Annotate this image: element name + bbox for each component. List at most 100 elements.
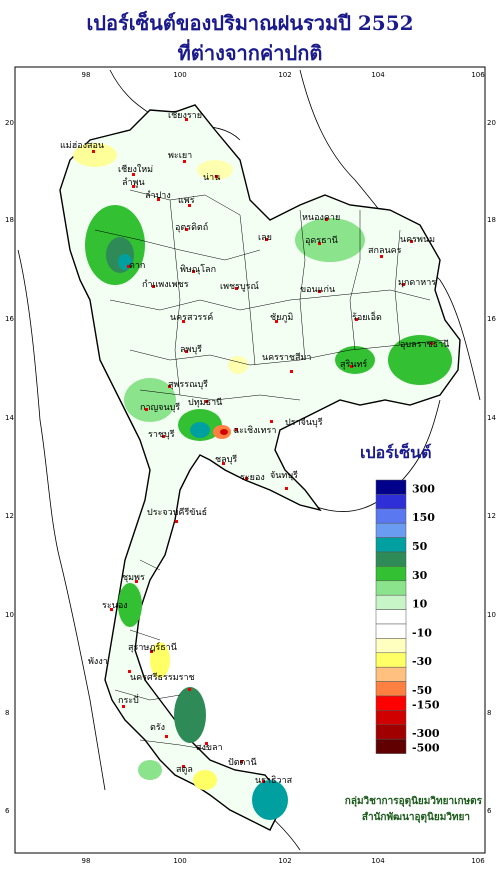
credit-line-2: สำนักพัฒนาอุตุนิยมวิทยา — [362, 811, 470, 823]
station-marker — [185, 118, 188, 121]
legend-swatch — [375, 710, 407, 726]
x-tick-102-bottom: 102 — [278, 857, 291, 865]
station-marker — [128, 670, 131, 673]
legend-swatch — [375, 609, 407, 625]
place-chanthaburi: จันทบุรี — [270, 470, 298, 490]
place-nong-khai: หนองคาย — [302, 213, 340, 223]
station-marker — [185, 350, 188, 353]
x-tick-98-top: 98 — [82, 71, 91, 79]
place-lopburi: ลพบุรี — [180, 344, 202, 355]
place-label: จันทบุรี — [270, 470, 298, 481]
place-loei: เลย — [258, 233, 272, 243]
place-label: อุตรดิตถ์ — [175, 221, 208, 233]
place-nakhon-ratchasima: นครราชสีมา — [262, 352, 311, 373]
place-narathiwat: นราธิวาส — [255, 775, 293, 786]
x-tick-106-top: 106 — [471, 71, 485, 79]
place-kanchanaburi: กาญจนบุรี — [140, 402, 180, 413]
legend-label: -10 — [412, 626, 432, 639]
legend-swatch — [375, 580, 407, 596]
station-marker — [110, 608, 113, 611]
legend-label: 150 — [412, 511, 435, 524]
place-chaiyaphum: ชัยภูมิ — [270, 312, 293, 323]
station-marker — [127, 265, 130, 268]
place-ranong: ระนอง — [102, 601, 128, 611]
place-label: ชัยภูมิ — [270, 312, 293, 323]
place-label: เลย — [258, 233, 272, 243]
x-tick-104-top: 104 — [371, 71, 385, 79]
place-label: ร้อยเอ็ด — [352, 310, 382, 323]
place-mukdahan: มุกดาหาร — [398, 278, 436, 288]
station-marker — [205, 742, 208, 745]
legend-label: -150 — [412, 698, 440, 711]
place-label: เชียงราย — [168, 110, 202, 121]
y-tick-18-right: 18 — [487, 216, 496, 224]
y-tick-6-right: 6 — [487, 807, 492, 815]
legend-swatch — [375, 508, 407, 524]
y-tick-8-left: 8 — [5, 709, 9, 717]
place-label: นครศรีธรรมราช — [130, 672, 195, 683]
legend-swatch — [375, 638, 407, 654]
place-kamphaeng-phet: กำแพงเพชร — [142, 279, 189, 290]
map-title-line-2: ที่ต่างจากค่าปกติ — [177, 41, 323, 65]
place-krabi: กระบี่ — [118, 693, 139, 708]
place-label: นครราชสีมา — [262, 352, 311, 363]
station-marker — [262, 780, 265, 783]
legend-swatch — [375, 551, 407, 567]
legend-swatch — [375, 537, 407, 553]
place-tak: ตาก — [127, 261, 145, 271]
place-label: ชลบุรี — [215, 454, 237, 465]
legend-swatch — [375, 594, 407, 610]
place-label: สุพรรณบุรี — [168, 379, 208, 390]
station-marker — [235, 428, 238, 431]
thailand-outline — [59, 104, 461, 831]
station-marker — [185, 228, 188, 231]
place-label: ลพบุรี — [180, 344, 202, 355]
legend-label: 50 — [412, 540, 428, 553]
place-pathum-thani: ปทุมธานี — [188, 397, 222, 408]
place-suphan-buri: สุพรรณบุรี — [168, 379, 208, 390]
map-title-line-1: เปอร์เซ็นต์ของปริมาณฝนรวมปี 2552 — [86, 11, 414, 35]
station-marker — [355, 318, 358, 321]
y-tick-14-left: 14 — [5, 414, 14, 422]
station-marker — [132, 185, 135, 188]
place-nakhon-phanom: นครพนม — [400, 235, 435, 245]
place-songkhla: สงขลา — [196, 742, 223, 753]
place-label: หนองคาย — [302, 213, 340, 223]
place-trang: ตรัง — [150, 723, 168, 738]
place-prachin-buri: ปราจีนบุรี — [270, 417, 323, 428]
place-label: อุดรธานี — [305, 235, 338, 246]
station-marker — [235, 287, 238, 290]
place-label: พะเยา — [168, 151, 192, 161]
station-marker — [402, 283, 405, 286]
place-satun: สตูล — [176, 765, 193, 775]
place-label: นครพนม — [400, 235, 435, 245]
y-tick-10-left: 10 — [5, 611, 14, 619]
place-rayong: ระยอง — [240, 473, 265, 483]
legend-swatch — [375, 479, 407, 495]
place-label: พิษณุโลก — [180, 264, 216, 275]
station-marker — [222, 462, 225, 465]
y-tick-20-left: 20 — [5, 119, 14, 127]
place-label: สุรินทร์ — [340, 358, 367, 370]
place-label: แม่ฮ่องสอน — [60, 141, 104, 151]
y-axis-right: 20 18 16 14 12 10 8 6 — [487, 119, 496, 815]
place-label: ขอนแก่น — [300, 285, 335, 295]
place-sakon-nakhon: สกลนคร — [368, 246, 402, 258]
place-label: ฉะเชิงเทรา — [233, 425, 276, 436]
credit-line-1: กลุ่มวิชาการอุตุนิยมวิทยาเกษตร — [345, 795, 483, 807]
station-marker — [285, 487, 288, 490]
place-label: นราธิวาส — [255, 775, 293, 786]
x-tick-106-bottom: 106 — [471, 857, 485, 865]
place-label: ระยอง — [240, 473, 265, 483]
legend-label: -30 — [412, 655, 432, 668]
place-label: ปัตตานี — [228, 757, 257, 768]
y-tick-6-left: 6 — [5, 807, 10, 815]
station-marker — [318, 290, 321, 293]
station-marker — [157, 198, 160, 201]
x-axis-bottom: 98 100 102 104 106 — [82, 857, 486, 865]
station-marker — [430, 342, 433, 345]
place-ratchaburi: ราชบุรี — [148, 429, 175, 440]
station-marker — [350, 365, 353, 368]
station-marker — [152, 285, 155, 288]
